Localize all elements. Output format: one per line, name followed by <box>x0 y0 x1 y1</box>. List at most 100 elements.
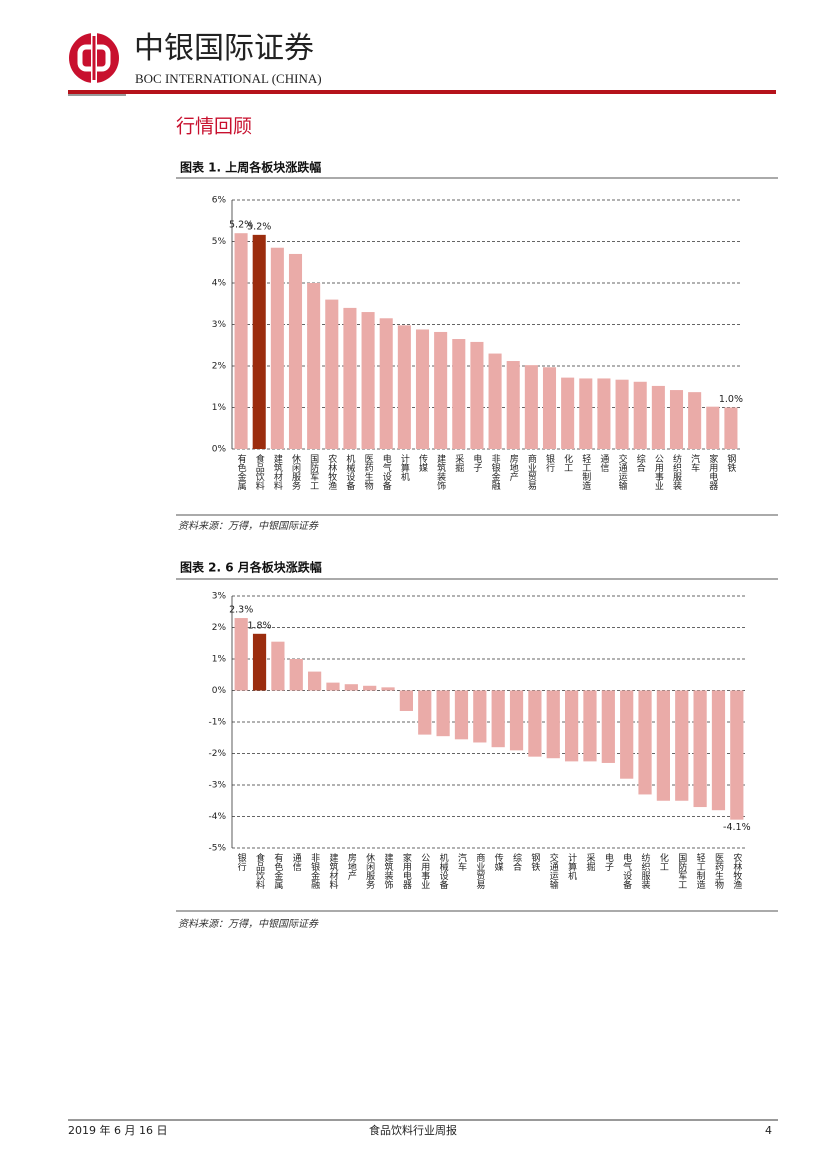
x-tick-label: 计算机 <box>399 453 410 482</box>
bar <box>509 690 524 751</box>
y-tick-label: 6% <box>212 196 227 206</box>
y-tick-label: -5% <box>208 844 226 854</box>
bar <box>524 365 538 449</box>
bar <box>615 379 629 449</box>
bar <box>506 361 520 449</box>
footer-date: 2019 年 6 月 16 日 <box>68 1123 167 1137</box>
y-tick-label: -4% <box>208 812 226 822</box>
x-tick-label: 家用电器 <box>707 453 718 490</box>
x-tick-label: 休闲服务 <box>290 453 301 491</box>
section-title: 行情回顾 <box>176 116 252 138</box>
y-tick-label: 3% <box>212 320 227 330</box>
logo <box>69 33 119 83</box>
bar <box>724 407 738 449</box>
bar <box>706 406 720 449</box>
x-tick-label: 机械设备 <box>438 852 449 889</box>
x-tick-label: 交通运输 <box>548 852 559 890</box>
x-tick-label: 食品饮料 <box>254 453 265 491</box>
x-tick-label: 农林牧渔 <box>731 852 742 889</box>
x-tick-label: 建筑材料 <box>327 852 338 890</box>
bar <box>379 318 393 449</box>
x-tick-label: 通信 <box>598 454 609 473</box>
x-tick-label: 公用事业 <box>419 853 430 889</box>
figure-title: 图表 1. 上周各板块涨跌幅 <box>180 160 321 175</box>
bar <box>491 690 505 748</box>
x-tick-label: 商业贸易 <box>474 852 485 890</box>
x-tick-label: 医药生物 <box>713 853 724 890</box>
bar <box>234 618 248 691</box>
bar <box>344 684 358 691</box>
x-tick-label: 房地产 <box>508 453 519 482</box>
bar <box>597 378 611 449</box>
company-name: 中银国际证券 <box>134 31 314 66</box>
bar <box>343 307 357 449</box>
bar <box>583 690 597 762</box>
x-tick-label: 有色金属 <box>236 453 247 491</box>
x-tick-label: 化工 <box>658 852 669 871</box>
figure-source: 资料来源：万得，中银国际证券 <box>178 520 319 532</box>
bar <box>561 377 575 449</box>
x-tick-label: 轻工制造 <box>580 453 591 491</box>
value-label: 2.3% <box>229 605 253 616</box>
x-tick-label: 采掘 <box>584 853 595 872</box>
header-rule-gray <box>68 94 126 96</box>
bar <box>693 690 707 808</box>
bar <box>234 233 248 449</box>
bar <box>307 671 322 691</box>
x-tick-label: 纺织服装 <box>640 852 651 890</box>
bar <box>252 234 266 449</box>
bar <box>675 690 689 801</box>
x-tick-label: 国防军工 <box>676 853 687 889</box>
x-tick-label: 化工 <box>562 453 573 472</box>
bar <box>307 283 321 449</box>
value-label: -4.1% <box>723 822 751 833</box>
bar <box>638 690 652 795</box>
bar <box>470 341 484 449</box>
bar <box>546 690 560 759</box>
x-tick-label: 非银金融 <box>309 852 320 890</box>
y-tick-label: 0% <box>212 445 227 455</box>
header-rule <box>68 90 776 94</box>
bar <box>436 690 450 737</box>
x-tick-label: 电子 <box>603 852 614 871</box>
bar <box>415 329 430 449</box>
y-tick-label: 2% <box>212 362 227 372</box>
figure-title: 图表 2. 6 月各板块涨跌幅 <box>180 560 322 575</box>
bar <box>473 690 487 743</box>
x-tick-label: 钢铁 <box>725 453 736 473</box>
x-tick-label: 纺织服装 <box>671 453 682 491</box>
x-tick-label: 休闲服务 <box>364 852 375 890</box>
x-tick-label: 综合 <box>635 453 646 473</box>
x-tick-label: 有色金属 <box>272 852 283 890</box>
bar <box>326 682 340 691</box>
bar <box>454 690 469 740</box>
bar <box>289 659 303 691</box>
value-label: 1.0% <box>719 394 743 405</box>
bar <box>361 312 375 449</box>
y-tick-label: 5% <box>212 237 227 247</box>
x-tick-label: 公用事业 <box>653 454 664 490</box>
x-tick-label: 汽车 <box>456 852 467 872</box>
bar <box>488 353 502 449</box>
x-tick-label: 非银金融 <box>490 453 501 491</box>
y-tick-label: -2% <box>208 749 226 759</box>
bar <box>669 390 684 449</box>
y-tick-label: 2% <box>212 623 227 633</box>
x-tick-label: 食品饮料 <box>254 852 265 890</box>
bar <box>452 339 466 449</box>
x-tick-label: 机械设备 <box>344 453 355 490</box>
bar <box>252 633 267 691</box>
x-tick-label: 计算机 <box>566 852 577 881</box>
footer-title: 食品饮料行业周报 <box>369 1123 457 1137</box>
bar <box>270 247 284 449</box>
x-tick-label: 建筑材料 <box>272 453 283 491</box>
x-tick-label: 轻工制造 <box>695 852 706 890</box>
bar <box>620 690 634 779</box>
x-tick-label: 通信 <box>291 853 302 872</box>
x-tick-label: 传媒 <box>493 852 504 872</box>
x-tick-label: 房地产 <box>346 852 357 881</box>
x-tick-label: 交通运输 <box>617 453 628 491</box>
x-tick-label: 采掘 <box>453 454 464 473</box>
y-tick-label: 1% <box>212 403 227 413</box>
